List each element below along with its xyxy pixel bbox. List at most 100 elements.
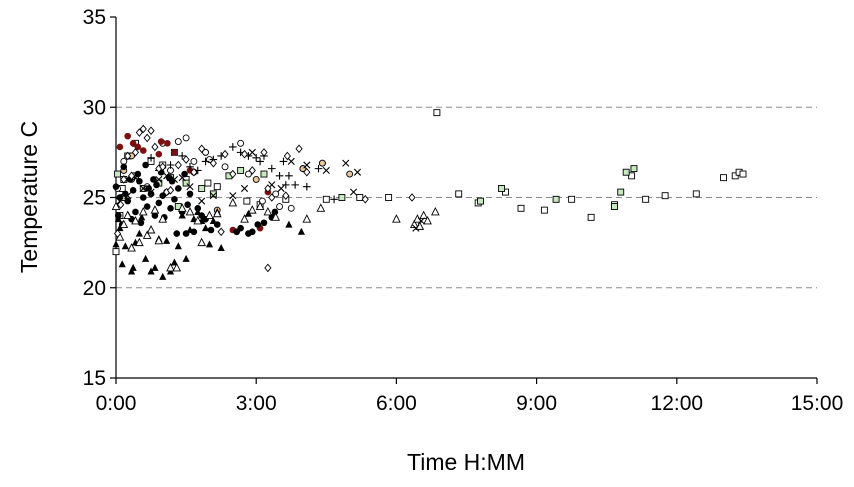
data-point bbox=[138, 213, 146, 221]
data-point bbox=[322, 166, 330, 175]
data-point bbox=[252, 175, 260, 183]
y-tick-label: 15 bbox=[83, 367, 106, 390]
data-point bbox=[720, 174, 727, 182]
data-point bbox=[113, 229, 122, 238]
data-point bbox=[247, 205, 257, 214]
x-tick-label: 15:00 bbox=[791, 392, 844, 415]
data-point bbox=[127, 243, 136, 252]
data-point bbox=[221, 163, 229, 171]
data-point bbox=[194, 207, 202, 215]
data-point bbox=[283, 151, 291, 161]
y-ticks: 15 20 25 30 35 bbox=[83, 6, 116, 390]
data-point bbox=[212, 208, 222, 218]
data-point bbox=[134, 143, 142, 151]
data-point bbox=[150, 176, 157, 183]
data-point bbox=[455, 190, 463, 198]
data-point bbox=[271, 208, 279, 216]
data-point bbox=[131, 215, 140, 225]
data-point bbox=[178, 174, 186, 182]
data-point bbox=[174, 242, 182, 250]
data-point bbox=[205, 210, 214, 220]
data-point bbox=[147, 267, 155, 275]
data-point bbox=[346, 170, 354, 178]
data-point bbox=[117, 200, 125, 210]
data-point bbox=[142, 161, 149, 169]
data-point bbox=[116, 143, 124, 151]
data-point bbox=[303, 161, 311, 169]
data-point bbox=[349, 188, 358, 196]
data-point bbox=[174, 160, 182, 170]
data-point bbox=[498, 185, 505, 192]
data-point bbox=[433, 109, 441, 117]
data-point bbox=[141, 254, 150, 262]
x-tick-label: 6:00 bbox=[376, 392, 417, 415]
data-point bbox=[237, 139, 245, 147]
x-tick-label: 3:00 bbox=[236, 392, 277, 415]
data-point bbox=[209, 192, 217, 200]
data-points bbox=[111, 109, 747, 280]
data-point bbox=[119, 219, 129, 229]
data-point bbox=[124, 197, 131, 205]
data-point bbox=[159, 162, 167, 172]
x-ticks: 0:00 3:00 6:00 9:00 12:00 15:00 bbox=[96, 378, 844, 415]
data-point bbox=[316, 203, 326, 212]
data-point bbox=[170, 258, 179, 266]
data-point bbox=[131, 148, 140, 157]
data-point bbox=[213, 183, 221, 191]
data-point bbox=[127, 171, 136, 181]
data-point bbox=[417, 217, 425, 225]
data-point bbox=[338, 194, 346, 201]
data-point bbox=[147, 188, 155, 196]
data-point bbox=[207, 226, 215, 234]
data-point bbox=[271, 212, 281, 221]
data-point bbox=[291, 181, 299, 189]
data-point bbox=[182, 134, 190, 142]
data-point bbox=[155, 150, 163, 158]
data-point bbox=[178, 211, 186, 219]
data-point bbox=[147, 153, 155, 162]
x-tick-label: 12:00 bbox=[651, 392, 704, 415]
data-point bbox=[143, 133, 151, 143]
data-point bbox=[285, 172, 293, 180]
data-point bbox=[217, 244, 225, 252]
data-point bbox=[303, 182, 311, 191]
data-point bbox=[540, 206, 548, 214]
data-point bbox=[281, 181, 290, 189]
data-point bbox=[642, 195, 650, 203]
data-point bbox=[260, 219, 268, 227]
data-point bbox=[139, 147, 147, 154]
data-point bbox=[114, 215, 122, 223]
data-point bbox=[356, 194, 364, 201]
data-point bbox=[166, 185, 175, 195]
data-point bbox=[501, 188, 509, 196]
data-point bbox=[175, 185, 182, 192]
data-point bbox=[229, 192, 237, 200]
data-point bbox=[385, 194, 393, 201]
data-point bbox=[739, 170, 747, 178]
data-point bbox=[243, 197, 251, 205]
data-point bbox=[617, 188, 625, 196]
data-point bbox=[118, 260, 126, 268]
data-point bbox=[146, 225, 156, 234]
data-point bbox=[419, 210, 428, 220]
data-point bbox=[611, 203, 618, 210]
data-point bbox=[151, 263, 159, 271]
data-point bbox=[177, 203, 187, 212]
data-point bbox=[135, 128, 143, 137]
data-point bbox=[186, 190, 194, 198]
data-point bbox=[392, 214, 401, 223]
grid-lines bbox=[116, 106, 817, 289]
data-point bbox=[147, 190, 155, 198]
data-point bbox=[173, 230, 181, 237]
data-point bbox=[248, 148, 256, 156]
data-point bbox=[139, 194, 147, 201]
data-point bbox=[137, 219, 145, 227]
data-point bbox=[167, 205, 174, 212]
x-tick-label: 0:00 bbox=[96, 392, 137, 415]
data-point bbox=[263, 206, 273, 216]
data-point bbox=[229, 169, 237, 179]
data-point bbox=[129, 140, 137, 147]
data-point bbox=[330, 195, 338, 204]
data-point bbox=[264, 184, 272, 193]
